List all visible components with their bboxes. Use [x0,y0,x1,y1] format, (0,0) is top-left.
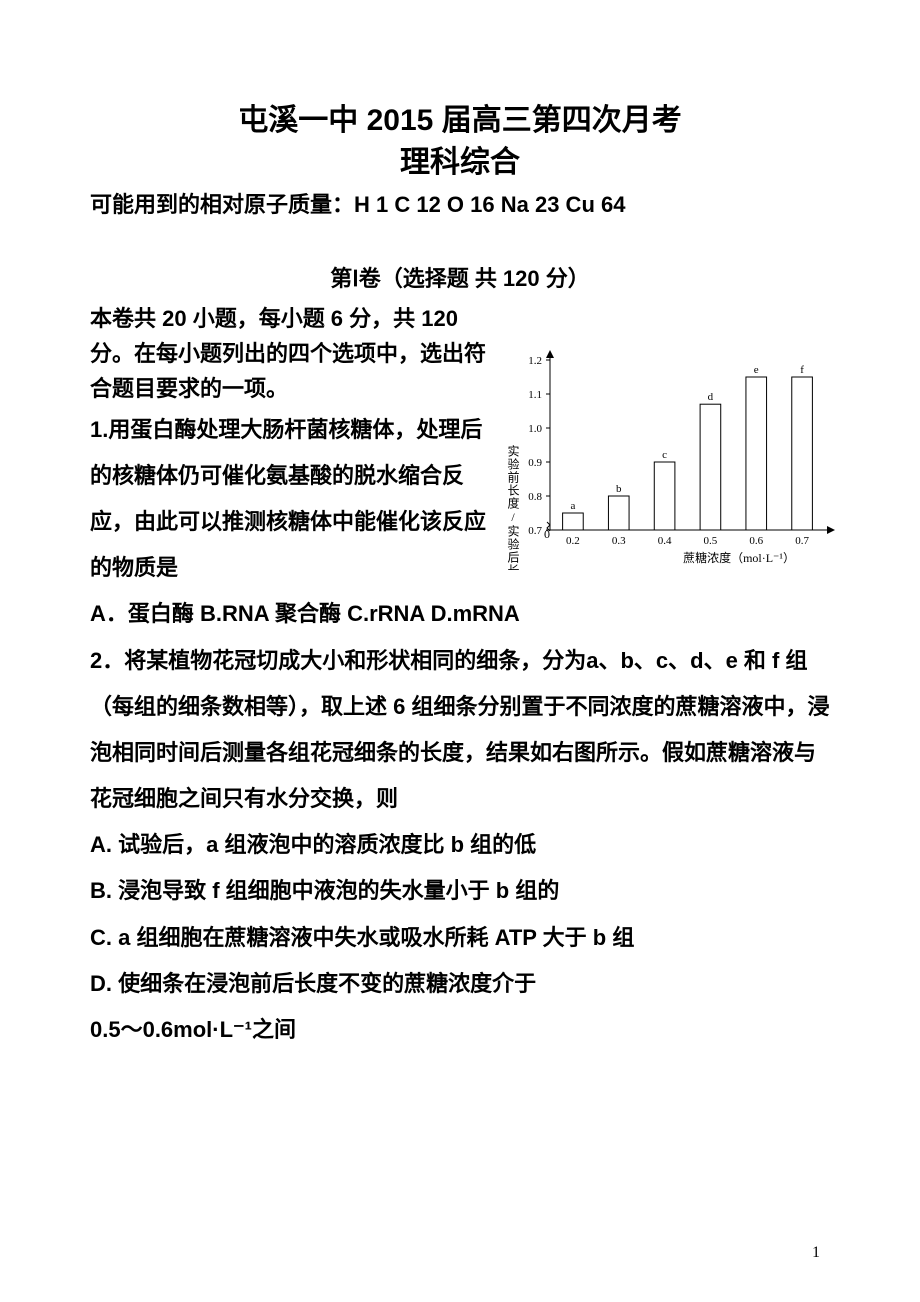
svg-text:实验前长度/实验后长度: 实验前长度/实验后长度 [506,444,520,570]
svg-text:1.0: 1.0 [528,423,542,435]
svg-text:蔗糖浓度（mol·L⁻¹）: 蔗糖浓度（mol·L⁻¹） [683,550,795,565]
exam-title: 屯溪一中 2015 届高三第四次月考 [90,100,830,142]
question-2-option-d-line2: 0.5～0.6mol·L⁻¹之间 [90,1007,830,1053]
svg-text:c: c [662,449,667,461]
svg-text:0: 0 [544,527,550,541]
section-header: 第Ⅰ卷（选择题 共 120 分） [90,261,830,293]
svg-text:b: b [616,483,622,495]
svg-text:f: f [800,364,804,376]
question-1-options: A．蛋白酶 B.RNA 聚合酶 C.rRNA D.mRNA [90,591,830,637]
bar-chart: 0.7 0.8 0.9 1.0 1.1 1.2 a 0.2 b 0.3 c 0.4 d 0.5 e 0.6 f 0… [495,350,835,570]
svg-text:1.1: 1.1 [528,389,542,401]
svg-text:0.2: 0.2 [566,535,580,547]
svg-text:0.8: 0.8 [528,491,542,503]
svg-text:0.5: 0.5 [704,535,718,547]
svg-text:a: a [570,500,575,512]
svg-text:e: e [754,364,759,376]
question-2-stem: 2．将某植物花冠切成大小和形状相同的细条，分为a、b、c、d、e 和 f 组（每… [90,638,830,823]
question-2-option-a: A. 试验后，a 组液泡中的溶质浓度比 b 组的低 [90,822,830,868]
svg-text:0.7: 0.7 [528,525,542,537]
svg-text:0.9: 0.9 [528,457,542,469]
svg-text:d: d [708,391,714,403]
svg-text:1.2: 1.2 [528,355,542,367]
question-1-stem: 1.用蛋白酶处理大肠杆菌核糖体，处理后的核糖体仍可催化氨基酸的脱水缩合反应，由此… [90,407,490,592]
svg-text:0.6: 0.6 [749,535,763,547]
question-2-option-b: B. 浸泡导致 f 组细胞中液泡的失水量小于 b 组的 [90,868,830,914]
svg-text:0.7: 0.7 [795,535,809,547]
question-2-option-c: C. a 组细胞在蔗糖溶液中失水或吸水所耗 ATP 大于 b 组 [90,915,830,961]
exam-subtitle: 理科综合 [90,142,830,184]
svg-text:0.4: 0.4 [658,535,672,547]
page-number: 1 [812,1244,820,1262]
section-instructions: 本卷共 20 小题，每小题 6 分，共 120 分。在每小题列出的四个选项中，选… [90,301,490,407]
svg-text:0.3: 0.3 [612,535,626,547]
atomic-mass-info: 可能用到的相对原子质量：H 1 C 12 O 16 Na 23 Cu 64 [90,188,830,221]
question-2-option-d-line1: D. 使细条在浸泡前后长度不变的蔗糖浓度介于 [90,961,830,1007]
